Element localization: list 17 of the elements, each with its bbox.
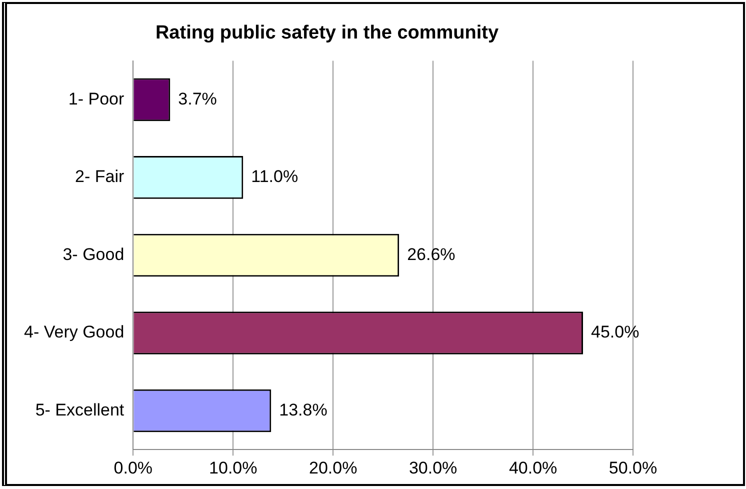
data-label: 13.8% — [279, 400, 328, 420]
chart-title: Rating public safety in the community — [155, 22, 499, 44]
y-tick-label: 5- Excellent — [35, 400, 124, 420]
x-tick-label: 20.0% — [309, 458, 358, 478]
x-tick-label: 0.0% — [114, 458, 153, 478]
x-tick-label: 40.0% — [508, 458, 558, 478]
y-tick-label: 1- Poor — [68, 89, 124, 108]
data-label: 26.6% — [407, 244, 456, 264]
x-tick-label: 30.0% — [408, 458, 458, 478]
y-tick-label: 3- Good — [62, 244, 124, 264]
data-label: 11.0% — [251, 167, 298, 186]
data-label: 45.0% — [591, 322, 640, 342]
x-tick-label: 50.0% — [608, 458, 658, 478]
y-tick-label: 2- Fair — [75, 167, 124, 186]
x-tick-label: 10.0% — [209, 458, 258, 478]
y-tick-label: 4- Very Good — [24, 322, 124, 342]
data-label: 3.7% — [178, 89, 217, 108]
